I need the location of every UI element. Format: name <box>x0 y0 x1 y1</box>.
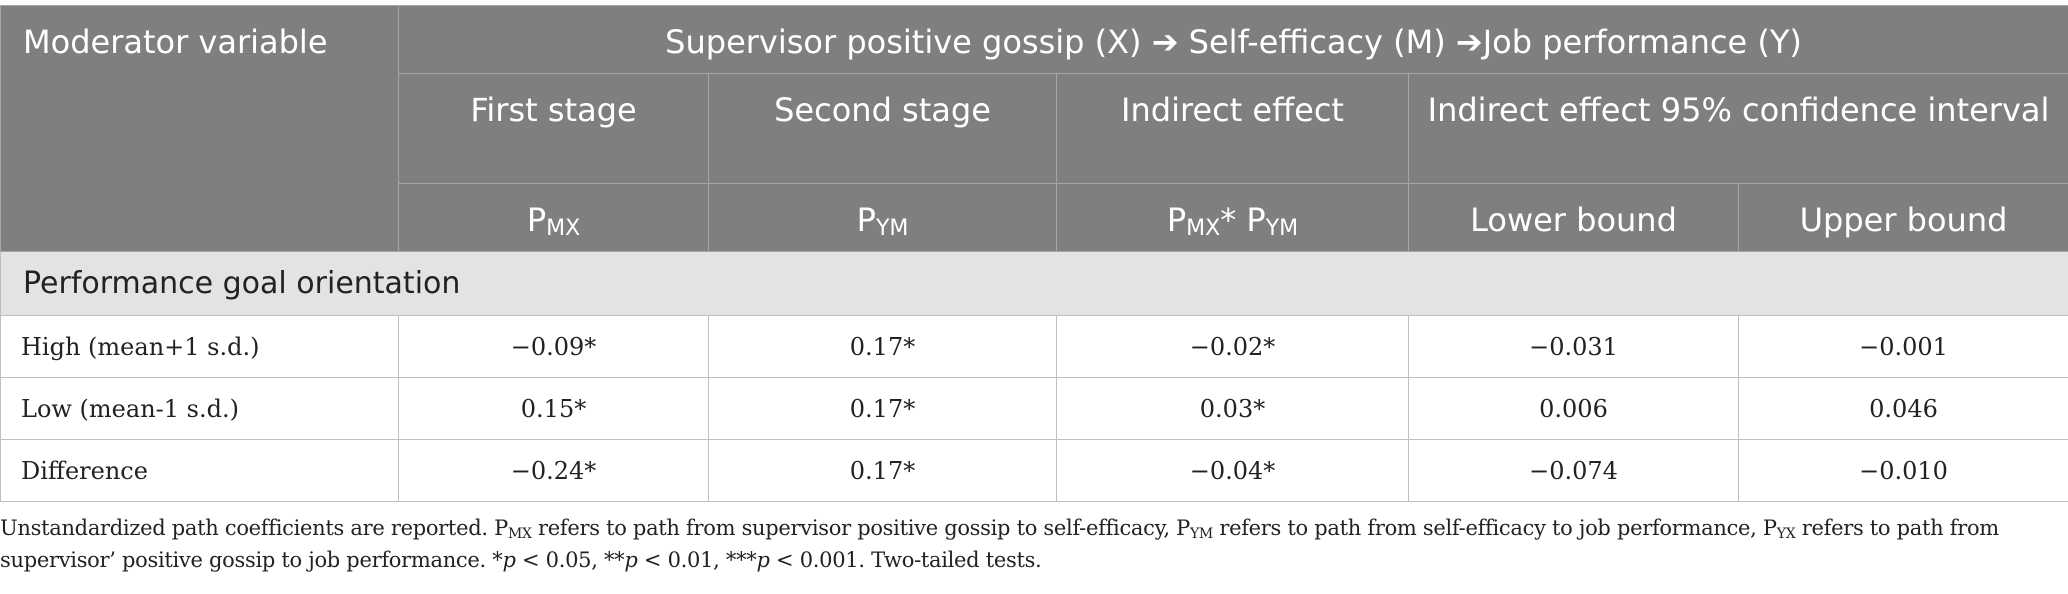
indirect-effect-header: Indirect effect <box>1056 73 1409 184</box>
first-stage-cell: 0.15* <box>398 377 709 440</box>
upper-bound-cell: −0.001 <box>1737 315 2068 378</box>
footnote-p: P <box>1762 516 1777 540</box>
footnote-p-variable: p <box>756 548 770 572</box>
second-stage-header: Second stage <box>708 73 1057 184</box>
lower-bound-cell: −0.031 <box>1408 315 1739 378</box>
upper-bound-cell: −0.010 <box>1737 439 2068 502</box>
p-product-star: * <box>1220 201 1247 239</box>
row-label: Low (mean-1 s.d.) <box>0 377 399 440</box>
indirect-effect-cell: −0.02* <box>1056 315 1409 378</box>
indirect-effect-cell: 0.03* <box>1056 377 1409 440</box>
first-stage-cell: −0.24* <box>398 439 709 502</box>
footnote-text: Unstandardized path coefficients are rep… <box>0 516 495 540</box>
table-row-difference: Difference −0.24* 0.17* −0.04* −0.074 −0… <box>0 439 2068 502</box>
footnote-sub: YX <box>1776 526 1796 542</box>
confidence-interval-header: Indirect effect 95% confidence interval <box>1407 73 2068 184</box>
table-row-low: Low (mean-1 s.d.) 0.15* 0.17* 0.03* 0.00… <box>0 377 2068 440</box>
footnote-text: < 0.001. Two-tailed tests. <box>769 548 1042 572</box>
upper-bound-cell: 0.046 <box>1737 377 2068 440</box>
p-mx-sub: MX <box>546 216 581 241</box>
footnote-text: refers to path from supervisor’ positive… <box>0 516 1999 572</box>
model-title-header: Supervisor positive gossip (X) ➔ Self-ef… <box>397 5 2068 74</box>
p-ym-sub: YM <box>875 216 909 241</box>
p-product-base2: P <box>1246 201 1266 239</box>
footnote-text: refers to path from self-efficacy to job… <box>1212 516 1763 540</box>
footnote-p-variable: p <box>502 548 516 572</box>
first-stage-cell: −0.09* <box>398 315 709 378</box>
footnote-p: P <box>1176 516 1190 540</box>
upper-bound-header: Upper bound <box>1737 183 2068 252</box>
p-ym-header: PYM <box>708 183 1057 252</box>
lower-bound-cell: −0.074 <box>1408 439 1739 502</box>
footnote-text: < 0.01, *** <box>637 548 757 572</box>
table-row-high: High (mean+1 s.d.) −0.09* 0.17* −0.02* −… <box>0 315 2068 378</box>
p-mx-base: P <box>526 201 547 239</box>
second-stage-cell: 0.17* <box>708 377 1057 440</box>
second-stage-cell: 0.17* <box>708 439 1057 502</box>
moderator-variable-header: Moderator variable <box>0 5 399 252</box>
header-row-2: First stage Second stage Indirect effect… <box>1 73 2068 184</box>
section-row: Performance goal orientation <box>0 251 2068 316</box>
second-stage-cell: 0.17* <box>708 315 1057 378</box>
footnote-p-variable: p <box>624 548 638 572</box>
p-product-sub1: MX <box>1186 216 1221 241</box>
footnote-p: P <box>494 516 508 540</box>
row-label: High (mean+1 s.d.) <box>0 315 399 378</box>
p-product-base1: P <box>1166 201 1187 239</box>
footnote-text: refers to path from supervisor positive … <box>531 516 1177 540</box>
footnote-sub: MX <box>507 526 532 542</box>
moderated-mediation-table: Moderator variable Supervisor positive g… <box>0 5 2068 502</box>
first-stage-header: First stage <box>398 73 709 184</box>
footnote-text: < 0.05, ** <box>515 548 625 572</box>
header-row-1: Moderator variable Supervisor positive g… <box>0 5 2068 252</box>
p-product-sub2: YM <box>1265 216 1299 241</box>
results-table-container: Moderator variable Supervisor positive g… <box>0 5 2068 502</box>
footnote-sub: YM <box>1189 526 1213 542</box>
p-ym-base: P <box>856 201 876 239</box>
section-performance-goal-orientation: Performance goal orientation <box>0 251 2068 316</box>
lower-bound-header: Lower bound <box>1408 183 1739 252</box>
row-label: Difference <box>0 439 399 502</box>
header-row-3: PMX PYM PMX* PYM Lower bound Upper bound <box>1 183 2068 252</box>
lower-bound-cell: 0.006 <box>1408 377 1739 440</box>
p-product-header: PMX* PYM <box>1056 183 1409 252</box>
indirect-effect-cell: −0.04* <box>1056 439 1409 502</box>
table-footnote: Unstandardized path coefficients are rep… <box>0 512 2068 576</box>
p-mx-header: PMX <box>398 183 709 252</box>
